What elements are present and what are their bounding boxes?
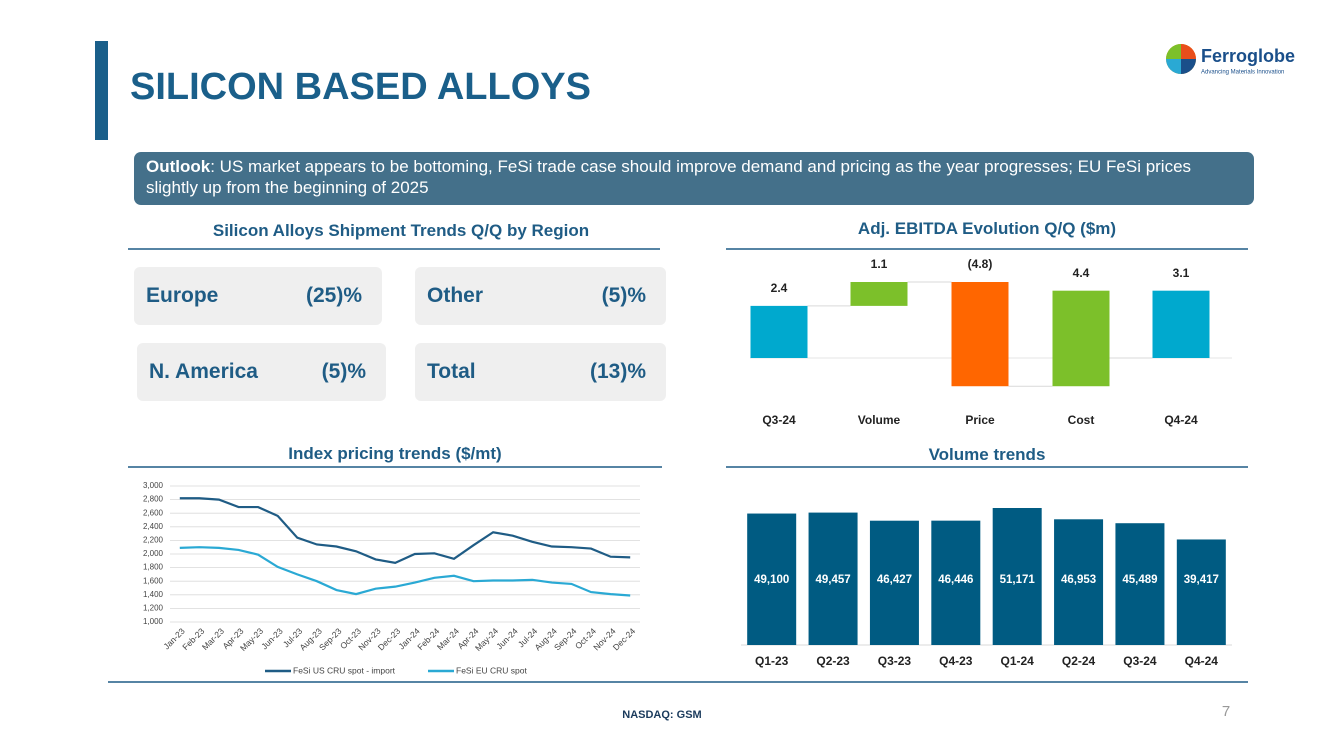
y-tick-label: 2,200 bbox=[143, 536, 164, 545]
x-tick-label: Mar-23 bbox=[200, 626, 226, 652]
y-tick-label: 2,600 bbox=[143, 508, 164, 517]
bar bbox=[750, 305, 808, 358]
value-label: 2.4 bbox=[771, 281, 788, 295]
logo-name: Ferroglobe bbox=[1201, 46, 1295, 66]
bar bbox=[951, 282, 1009, 387]
region: Europe bbox=[146, 284, 219, 307]
value-label: 46,446 bbox=[938, 574, 973, 586]
region: N. America bbox=[149, 360, 258, 383]
change: (25)% bbox=[305, 284, 362, 307]
x-tick-label: Q3-23 bbox=[878, 654, 912, 668]
x-tick-label: Volume bbox=[858, 413, 901, 427]
value-label: 46,427 bbox=[877, 574, 912, 586]
outlook-text: : US market appears to be bottoming, FeS… bbox=[146, 157, 1192, 197]
y-tick-label: 3,000 bbox=[143, 481, 164, 490]
value-label: 49,100 bbox=[754, 574, 789, 586]
logo-mark bbox=[1166, 44, 1196, 74]
bar bbox=[747, 513, 797, 645]
outlook-label: Outlook bbox=[146, 157, 211, 176]
bar bbox=[808, 512, 858, 645]
bar bbox=[931, 520, 981, 645]
footer: NASDAQ: GSM bbox=[622, 709, 701, 721]
x-tick-label: Q1-24 bbox=[1001, 654, 1035, 668]
x-tick-label: Cost bbox=[1068, 413, 1095, 427]
x-tick-label: Q4-24 bbox=[1185, 654, 1219, 668]
bar bbox=[992, 508, 1042, 645]
shipment-box: N. America (5)% bbox=[137, 343, 386, 401]
y-tick-label: 1,400 bbox=[143, 590, 164, 599]
shipment-box: Other (5)% bbox=[415, 267, 666, 325]
change: (5)% bbox=[601, 284, 646, 307]
x-tick-label: Q3-24 bbox=[1123, 654, 1157, 668]
y-tick-label: 1,800 bbox=[143, 563, 164, 572]
y-tick-label: 2,000 bbox=[143, 549, 164, 558]
x-tick-label: Q4-24 bbox=[1164, 413, 1198, 427]
change: (13)% bbox=[589, 360, 646, 383]
x-tick-label: Dec-24 bbox=[611, 626, 638, 653]
section-title: Silicon Alloys Shipment Trends Q/Q by Re… bbox=[212, 221, 590, 240]
y-tick-label: 1,600 bbox=[143, 576, 164, 585]
bar bbox=[1115, 523, 1165, 645]
value-label: 3.1 bbox=[1173, 266, 1190, 280]
bar bbox=[869, 520, 919, 645]
x-tick-label: Sep-24 bbox=[552, 626, 579, 653]
shipment-box: Total (13)% bbox=[415, 343, 666, 401]
outlook-box: Outlook: US market appears to be bottomi… bbox=[134, 152, 1254, 205]
x-tick-label: Jun-24 bbox=[494, 626, 520, 652]
chart-title: Volume trends bbox=[928, 445, 1046, 464]
value-label: 4.4 bbox=[1073, 266, 1090, 280]
x-tick-label: Sep-23 bbox=[317, 626, 344, 653]
value-label: 51,171 bbox=[1000, 574, 1036, 586]
x-tick-label: Q4-23 bbox=[939, 654, 973, 668]
y-tick-label: 2,400 bbox=[143, 522, 164, 531]
line bbox=[179, 546, 631, 597]
chart-title: Adj. EBITDA Evolution Q/Q ($m) bbox=[857, 219, 1117, 238]
y-tick-label: 1,200 bbox=[143, 604, 164, 613]
change: (5)% bbox=[321, 360, 366, 383]
legend-label: FeSi US CRU spot - import bbox=[293, 665, 396, 675]
value-label: 1.1 bbox=[871, 257, 888, 271]
accent-bar bbox=[95, 41, 108, 140]
x-tick-label: Mar-24 bbox=[435, 626, 461, 652]
chart-title: Index pricing trends ($/mt) bbox=[288, 444, 502, 463]
region: Other bbox=[427, 284, 484, 307]
x-tick-label: Price bbox=[965, 413, 995, 427]
x-tick-label: Q1-23 bbox=[755, 654, 789, 668]
shipment-box: Europe (25)% bbox=[134, 267, 382, 325]
x-tick-label: Q2-24 bbox=[1062, 654, 1096, 668]
x-tick-label: Q3-24 bbox=[762, 413, 796, 427]
region: Total bbox=[427, 360, 476, 383]
x-tick-label: Jun-23 bbox=[259, 626, 285, 652]
bar bbox=[1176, 539, 1226, 645]
bar bbox=[1054, 519, 1104, 645]
line bbox=[179, 497, 631, 564]
legend-label: FeSi EU CRU spot bbox=[456, 665, 527, 675]
y-tick-label: 1,000 bbox=[143, 617, 164, 626]
value-label: (4.8) bbox=[968, 257, 993, 271]
value-label: 39,417 bbox=[1184, 574, 1219, 586]
slide-title: SILICON BASED ALLOYS bbox=[130, 66, 591, 108]
bar bbox=[1152, 290, 1210, 358]
y-tick-label: 2,800 bbox=[143, 495, 164, 504]
x-tick-label: Q2-23 bbox=[816, 654, 850, 668]
value-label: 45,489 bbox=[1122, 574, 1157, 586]
bar bbox=[1052, 290, 1110, 387]
value-label: 49,457 bbox=[815, 574, 850, 586]
bar bbox=[850, 282, 908, 306]
value-label: 46,953 bbox=[1061, 574, 1096, 586]
x-tick-label: Dec-23 bbox=[376, 626, 403, 653]
logo-tagline: Advancing Materials Innovation bbox=[1201, 70, 1284, 76]
page-number: 7 bbox=[1222, 703, 1230, 720]
